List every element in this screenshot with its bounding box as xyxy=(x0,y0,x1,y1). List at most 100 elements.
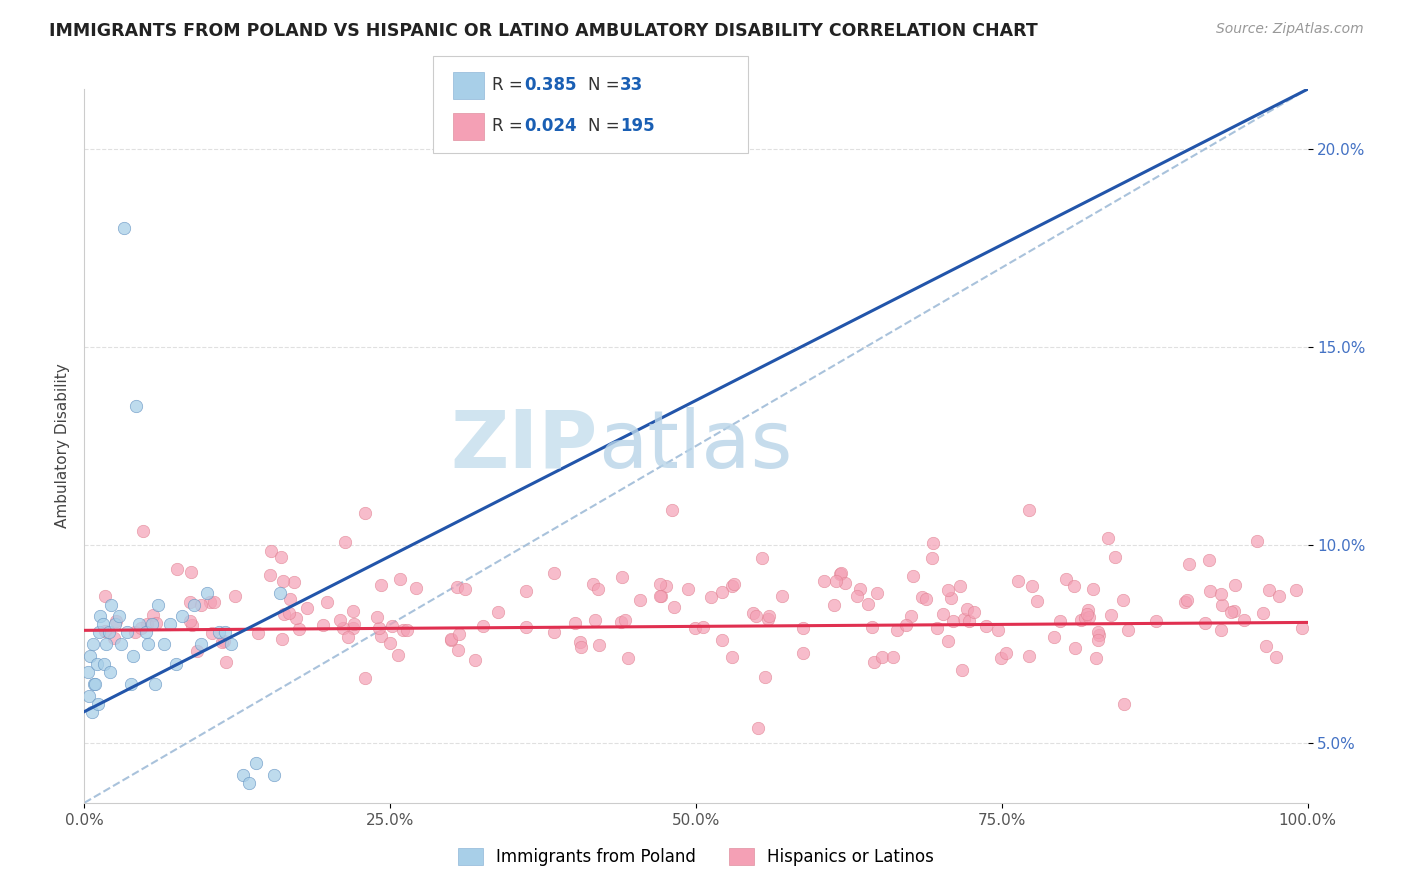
Point xyxy=(153,637,176,651)
Point xyxy=(1087,633,1109,648)
Point xyxy=(630,593,652,607)
Text: atlas: atlas xyxy=(598,407,793,485)
Point xyxy=(1223,578,1246,592)
Point xyxy=(214,625,236,640)
Point xyxy=(569,634,592,648)
Point xyxy=(342,604,364,618)
Point xyxy=(280,591,302,606)
Point xyxy=(271,574,294,588)
Text: N =: N = xyxy=(588,76,624,94)
Point xyxy=(329,613,352,627)
Point xyxy=(1194,615,1216,630)
Point xyxy=(259,567,281,582)
Point xyxy=(758,608,780,623)
Point xyxy=(1174,595,1197,609)
Point xyxy=(1199,584,1222,599)
Point xyxy=(586,582,609,596)
Point xyxy=(828,566,851,581)
Point xyxy=(83,677,105,691)
Point xyxy=(1049,614,1071,628)
Point xyxy=(1087,625,1109,640)
Point xyxy=(825,574,848,589)
Point xyxy=(1018,649,1040,664)
Point xyxy=(112,221,135,235)
Point xyxy=(86,657,108,671)
Point xyxy=(93,624,115,639)
Text: 33: 33 xyxy=(620,76,644,94)
Point xyxy=(614,613,637,627)
Point xyxy=(676,582,699,596)
Point xyxy=(1211,624,1233,638)
Point xyxy=(942,614,965,628)
Point xyxy=(882,649,904,664)
Point xyxy=(911,591,934,605)
Point xyxy=(922,536,945,550)
Text: 0.385: 0.385 xyxy=(524,76,576,94)
Point xyxy=(180,565,202,579)
Point xyxy=(612,570,634,584)
Point xyxy=(366,610,388,624)
Point xyxy=(957,614,980,628)
Point xyxy=(96,637,118,651)
Point xyxy=(245,756,267,771)
Point xyxy=(129,621,152,635)
Point xyxy=(987,623,1010,637)
Point xyxy=(1081,582,1104,596)
Point xyxy=(1291,621,1313,635)
Point xyxy=(845,590,868,604)
Point xyxy=(211,635,233,649)
Point xyxy=(143,677,166,691)
Point xyxy=(388,572,411,586)
Point xyxy=(1018,502,1040,516)
Text: 0.024: 0.024 xyxy=(524,117,576,135)
Point xyxy=(370,629,392,643)
Point xyxy=(190,637,212,651)
Point xyxy=(756,612,779,626)
Point xyxy=(569,640,592,654)
Point xyxy=(515,584,537,599)
Point xyxy=(1116,623,1139,637)
Point xyxy=(1077,609,1099,624)
Point xyxy=(87,625,110,640)
Point xyxy=(263,768,285,782)
Point xyxy=(440,632,463,646)
Point xyxy=(974,618,997,632)
Point xyxy=(381,619,404,633)
Point xyxy=(834,576,856,591)
Point xyxy=(277,606,299,620)
Point xyxy=(136,637,159,651)
Point xyxy=(1104,550,1126,565)
Point xyxy=(486,605,509,619)
Point xyxy=(617,651,640,665)
Point xyxy=(471,618,494,632)
Point xyxy=(1209,586,1232,600)
Point xyxy=(202,595,225,609)
Point xyxy=(136,617,159,632)
Point xyxy=(543,566,565,581)
Point xyxy=(856,597,879,611)
Point xyxy=(1256,640,1278,654)
Point xyxy=(186,644,208,658)
Point xyxy=(747,721,769,735)
Point xyxy=(1178,557,1201,571)
Point xyxy=(354,506,377,520)
Point xyxy=(711,633,734,648)
Point xyxy=(745,609,768,624)
Point xyxy=(1211,598,1233,612)
Point xyxy=(1076,607,1098,621)
Point xyxy=(1265,649,1288,664)
Point xyxy=(354,671,377,685)
Point xyxy=(342,621,364,635)
Point xyxy=(792,621,814,635)
Point xyxy=(915,592,938,607)
Point xyxy=(84,677,107,691)
Point xyxy=(107,609,129,624)
Point xyxy=(860,620,883,634)
Point xyxy=(208,625,231,640)
Point xyxy=(215,655,238,669)
Point xyxy=(367,621,389,635)
Point xyxy=(990,651,1012,665)
Point xyxy=(120,677,142,691)
Point xyxy=(198,595,221,609)
Point xyxy=(166,562,188,576)
